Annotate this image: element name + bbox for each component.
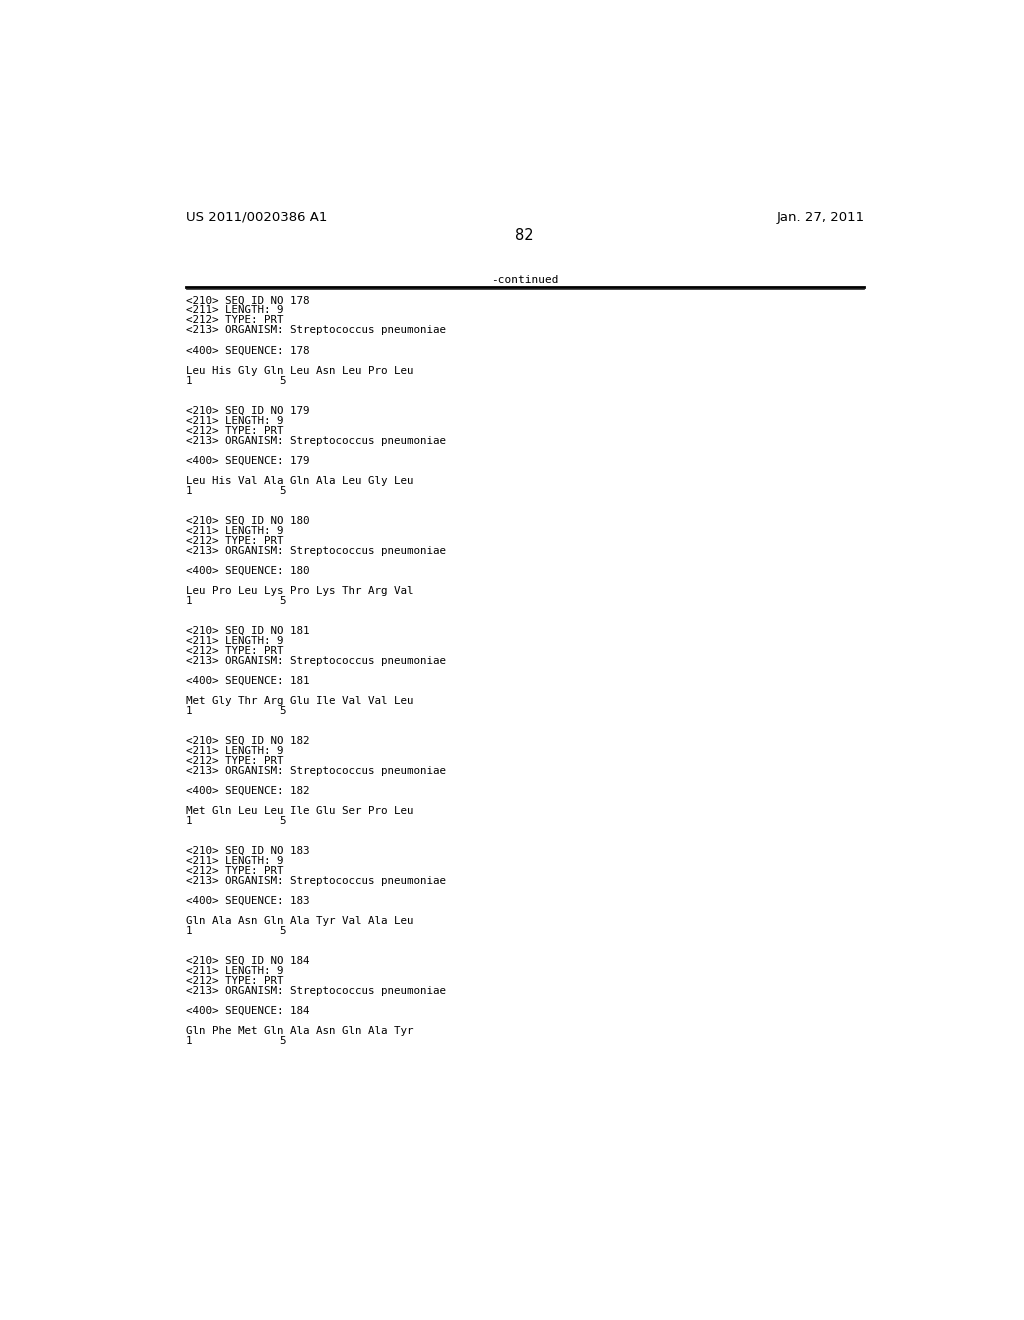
Text: Gln Phe Met Gln Ala Asn Gln Ala Tyr: Gln Phe Met Gln Ala Asn Gln Ala Tyr [186, 1026, 414, 1036]
Text: <400> SEQUENCE: 178: <400> SEQUENCE: 178 [186, 346, 309, 355]
Text: 1: 1 [186, 1036, 193, 1047]
Text: -continued: -continued [492, 276, 558, 285]
Text: 5: 5 [280, 595, 286, 606]
Text: <400> SEQUENCE: 180: <400> SEQUENCE: 180 [186, 566, 309, 576]
Text: 1: 1 [186, 706, 193, 715]
Text: Leu His Val Ala Gln Ala Leu Gly Leu: Leu His Val Ala Gln Ala Leu Gly Leu [186, 475, 414, 486]
Text: <213> ORGANISM: Streptococcus pneumoniae: <213> ORGANISM: Streptococcus pneumoniae [186, 766, 446, 776]
Text: US 2011/0020386 A1: US 2011/0020386 A1 [186, 211, 328, 224]
Text: Leu His Gly Gln Leu Asn Leu Pro Leu: Leu His Gly Gln Leu Asn Leu Pro Leu [186, 366, 414, 375]
Text: <213> ORGANISM: Streptococcus pneumoniae: <213> ORGANISM: Streptococcus pneumoniae [186, 656, 446, 665]
Text: <211> LENGTH: 9: <211> LENGTH: 9 [186, 966, 284, 975]
Text: Met Gly Thr Arg Glu Ile Val Val Leu: Met Gly Thr Arg Glu Ile Val Val Leu [186, 696, 414, 706]
Text: <212> TYPE: PRT: <212> TYPE: PRT [186, 866, 284, 876]
Text: 5: 5 [280, 927, 286, 936]
Text: <212> TYPE: PRT: <212> TYPE: PRT [186, 756, 284, 766]
Text: <213> ORGANISM: Streptococcus pneumoniae: <213> ORGANISM: Streptococcus pneumoniae [186, 986, 446, 997]
Text: <400> SEQUENCE: 184: <400> SEQUENCE: 184 [186, 1006, 309, 1016]
Text: Met Gln Leu Leu Ile Glu Ser Pro Leu: Met Gln Leu Leu Ile Glu Ser Pro Leu [186, 807, 414, 816]
Text: <213> ORGANISM: Streptococcus pneumoniae: <213> ORGANISM: Streptococcus pneumoniae [186, 545, 446, 556]
Text: <212> TYPE: PRT: <212> TYPE: PRT [186, 645, 284, 656]
Text: 1: 1 [186, 927, 193, 936]
Text: <212> TYPE: PRT: <212> TYPE: PRT [186, 315, 284, 326]
Text: <210> SEQ ID NO 183: <210> SEQ ID NO 183 [186, 846, 309, 855]
Text: <213> ORGANISM: Streptococcus pneumoniae: <213> ORGANISM: Streptococcus pneumoniae [186, 876, 446, 886]
Text: <400> SEQUENCE: 179: <400> SEQUENCE: 179 [186, 455, 309, 466]
Text: <213> ORGANISM: Streptococcus pneumoniae: <213> ORGANISM: Streptococcus pneumoniae [186, 436, 446, 446]
Text: 1: 1 [186, 816, 193, 826]
Text: <210> SEQ ID NO 181: <210> SEQ ID NO 181 [186, 626, 309, 636]
Text: <211> LENGTH: 9: <211> LENGTH: 9 [186, 525, 284, 536]
Text: <210> SEQ ID NO 182: <210> SEQ ID NO 182 [186, 737, 309, 746]
Text: <212> TYPE: PRT: <212> TYPE: PRT [186, 425, 284, 436]
Text: 1: 1 [186, 595, 193, 606]
Text: Gln Ala Asn Gln Ala Tyr Val Ala Leu: Gln Ala Asn Gln Ala Tyr Val Ala Leu [186, 916, 414, 927]
Text: <211> LENGTH: 9: <211> LENGTH: 9 [186, 636, 284, 645]
Text: 1: 1 [186, 486, 193, 495]
Text: 82: 82 [515, 227, 535, 243]
Text: <210> SEQ ID NO 184: <210> SEQ ID NO 184 [186, 956, 309, 966]
Text: <211> LENGTH: 9: <211> LENGTH: 9 [186, 746, 284, 756]
Text: <210> SEQ ID NO 180: <210> SEQ ID NO 180 [186, 516, 309, 525]
Text: Jan. 27, 2011: Jan. 27, 2011 [776, 211, 864, 224]
Text: <211> LENGTH: 9: <211> LENGTH: 9 [186, 416, 284, 425]
Text: <400> SEQUENCE: 182: <400> SEQUENCE: 182 [186, 785, 309, 796]
Text: <212> TYPE: PRT: <212> TYPE: PRT [186, 536, 284, 545]
Text: 5: 5 [280, 376, 286, 385]
Text: <210> SEQ ID NO 179: <210> SEQ ID NO 179 [186, 405, 309, 416]
Text: 5: 5 [280, 1036, 286, 1047]
Text: <211> LENGTH: 9: <211> LENGTH: 9 [186, 305, 284, 315]
Text: <210> SEQ ID NO 178: <210> SEQ ID NO 178 [186, 296, 309, 305]
Text: 5: 5 [280, 706, 286, 715]
Text: <211> LENGTH: 9: <211> LENGTH: 9 [186, 857, 284, 866]
Text: 5: 5 [280, 816, 286, 826]
Text: Leu Pro Leu Lys Pro Lys Thr Arg Val: Leu Pro Leu Lys Pro Lys Thr Arg Val [186, 586, 414, 595]
Text: <213> ORGANISM: Streptococcus pneumoniae: <213> ORGANISM: Streptococcus pneumoniae [186, 326, 446, 335]
Text: <400> SEQUENCE: 181: <400> SEQUENCE: 181 [186, 676, 309, 686]
Text: 1: 1 [186, 376, 193, 385]
Text: <400> SEQUENCE: 183: <400> SEQUENCE: 183 [186, 896, 309, 906]
Text: 5: 5 [280, 486, 286, 495]
Text: <212> TYPE: PRT: <212> TYPE: PRT [186, 977, 284, 986]
